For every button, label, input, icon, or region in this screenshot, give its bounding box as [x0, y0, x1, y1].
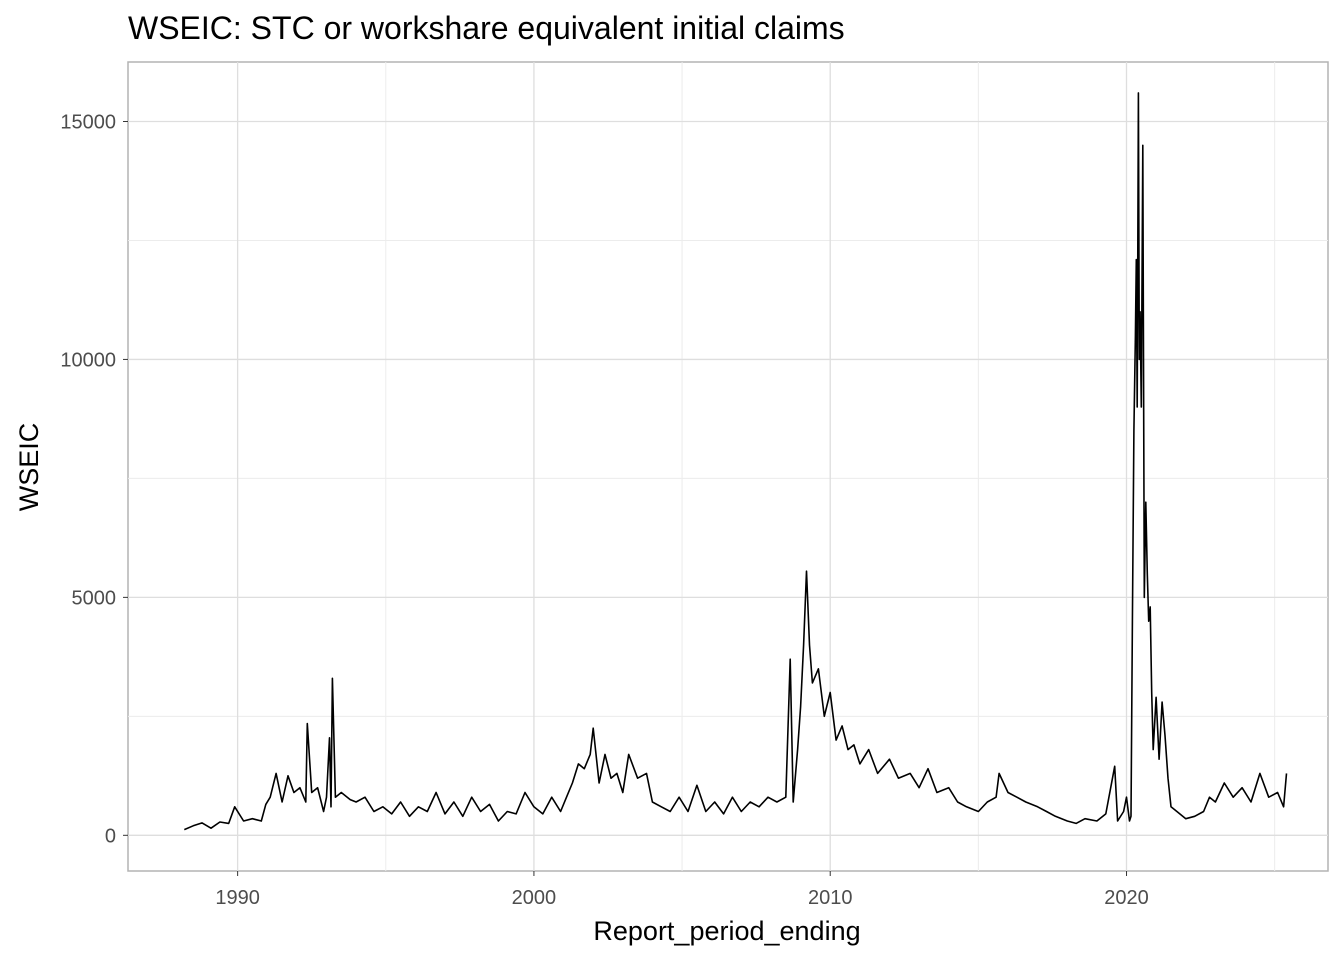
series-layer [183, 92, 1288, 831]
y-tick-label: 10000 [60, 349, 116, 371]
y-tick-label: 0 [105, 825, 116, 847]
chart-title: WSEIC: STC or workshare equivalent initi… [128, 10, 845, 46]
y-tick-label: 5000 [72, 587, 117, 609]
major-gridlines [128, 62, 1328, 871]
x-tick-label: 1990 [215, 887, 260, 909]
y-axis-ticks: 0 5000 10000 15000 [60, 111, 128, 847]
x-axis-title: Report_period_ending [593, 916, 860, 946]
x-tick-label: 2020 [1104, 887, 1149, 909]
series-line [183, 92, 1288, 831]
minor-gridlines [128, 62, 1328, 871]
y-axis-title: WSEIC [14, 423, 44, 512]
plot-panel [127, 61, 1329, 872]
x-tick-label: 2010 [808, 887, 853, 909]
x-tick-label: 2000 [512, 887, 557, 909]
x-axis-ticks: 1990 2000 2010 2020 [215, 871, 1149, 909]
y-tick-label: 15000 [60, 111, 116, 133]
